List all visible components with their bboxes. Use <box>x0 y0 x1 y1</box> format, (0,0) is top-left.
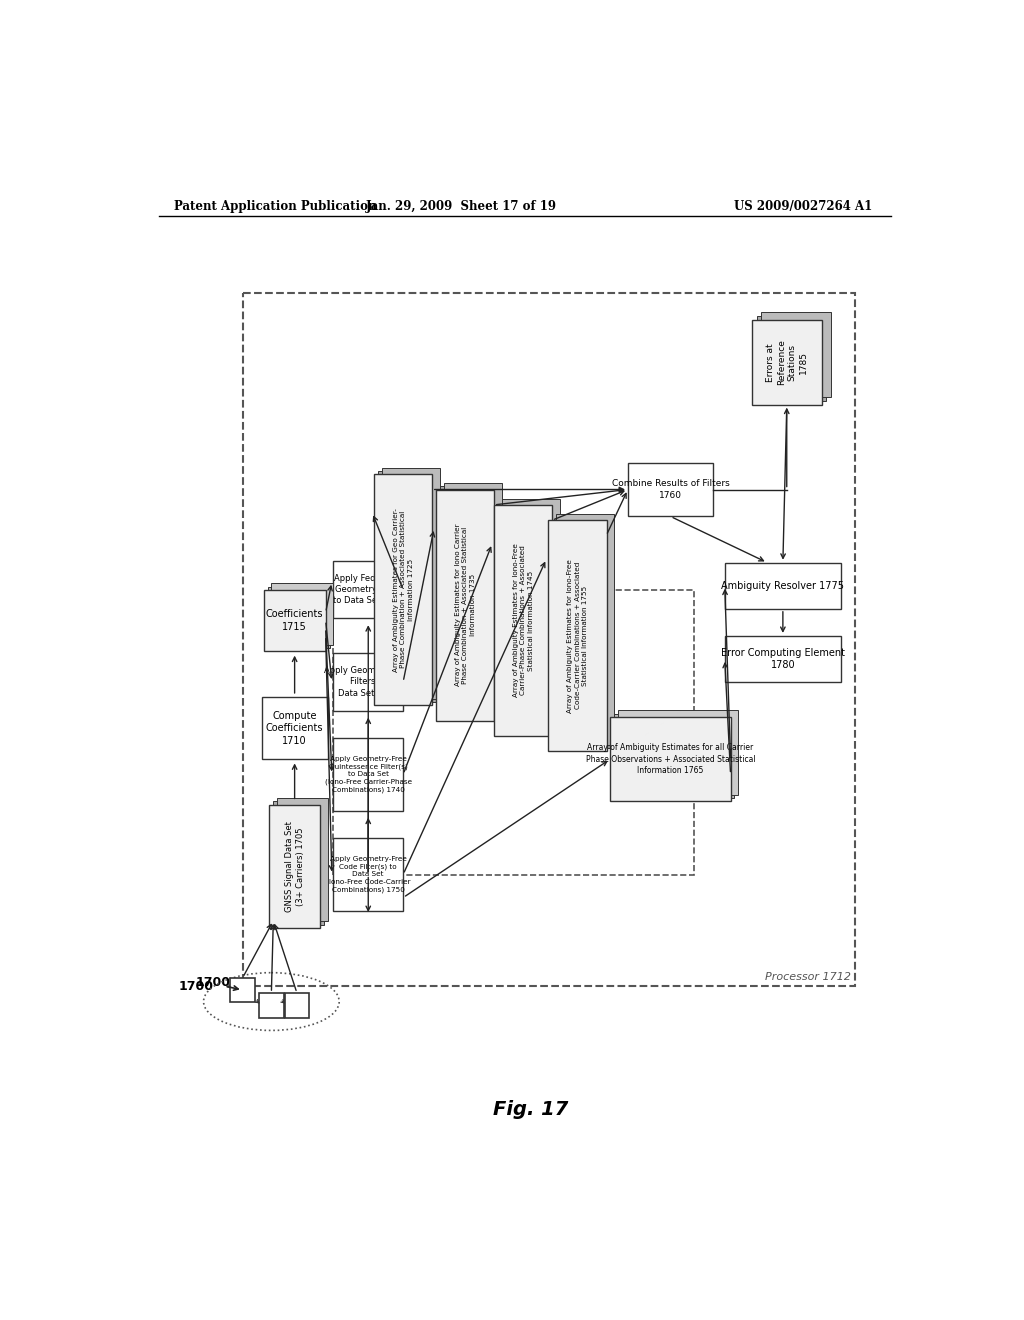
Text: GNSS Signal Data Set
(3+ Carriers) 1705: GNSS Signal Data Set (3+ Carriers) 1705 <box>285 821 305 912</box>
Bar <box>382 469 440 700</box>
Bar <box>440 487 498 718</box>
Bar <box>618 710 738 795</box>
Bar <box>267 586 330 648</box>
Bar <box>278 797 328 921</box>
Text: 1700: 1700 <box>179 979 214 993</box>
Text: Apply Geometry-Free
Filters to
Data Set 1730: Apply Geometry-Free Filters to Data Set … <box>324 667 413 697</box>
Bar <box>262 697 328 759</box>
Bar <box>443 483 502 714</box>
Bar <box>752 321 821 405</box>
Bar <box>610 717 730 801</box>
Bar <box>374 474 432 705</box>
Bar <box>273 801 324 924</box>
Bar <box>334 838 403 911</box>
Text: Apply Federated
Geometry Filter
to Data Set 1720: Apply Federated Geometry Filter to Data … <box>333 574 403 605</box>
Bar <box>334 653 403 711</box>
Bar <box>259 993 284 1018</box>
Bar <box>243 293 855 986</box>
Text: Array of Ambiguity Estimates for all Carrier
Phase Observations + Associated Sta: Array of Ambiguity Estimates for all Car… <box>586 743 756 775</box>
Text: Apply Geometry-Free
Code Filter(s) to
Data Set
(Iono-Free Code-Carrier
Combinati: Apply Geometry-Free Code Filter(s) to Da… <box>326 855 411 894</box>
Text: Fig. 17: Fig. 17 <box>494 1100 568 1119</box>
Bar <box>757 317 826 401</box>
Text: Ambiguity Resolver 1775: Ambiguity Resolver 1775 <box>721 581 845 591</box>
Bar <box>628 462 713 516</box>
Bar <box>498 502 556 733</box>
Text: Apply Geometry-Free
Quintessence Filter(s)
to Data Set
(Iono-Free Carrier-Phase
: Apply Geometry-Free Quintessence Filter(… <box>325 755 412 793</box>
Bar <box>502 499 560 730</box>
Bar <box>334 738 403 810</box>
Bar <box>263 590 326 651</box>
Bar <box>614 714 734 799</box>
Text: Processor 1712: Processor 1712 <box>765 972 851 982</box>
Bar <box>725 636 841 682</box>
Text: Errors at
Reference
Stations
1785: Errors at Reference Stations 1785 <box>766 339 808 385</box>
Text: Coefficients
1715: Coefficients 1715 <box>266 610 324 631</box>
Text: 1700: 1700 <box>196 975 230 989</box>
Bar <box>269 805 319 928</box>
Text: US 2009/0027264 A1: US 2009/0027264 A1 <box>734 199 872 213</box>
Text: Array of Ambiguity Estimates for Geo Carrier-
Phase Combination + Associated Sta: Array of Ambiguity Estimates for Geo Car… <box>392 508 414 672</box>
Bar <box>271 583 334 645</box>
Bar <box>436 490 495 721</box>
Bar <box>285 993 309 1018</box>
Text: Jan. 29, 2009  Sheet 17 of 19: Jan. 29, 2009 Sheet 17 of 19 <box>366 199 557 213</box>
Bar <box>334 590 693 874</box>
Bar <box>230 978 255 1002</box>
Bar <box>334 561 403 619</box>
Bar <box>556 515 614 744</box>
Text: Patent Application Publication: Patent Application Publication <box>174 199 377 213</box>
Text: Array of Ambiguity Estimates for Iono-Free
Code-Carrier Combinations + Associate: Array of Ambiguity Estimates for Iono-Fr… <box>567 558 588 713</box>
Text: Array of Ambiguity Estimates for Iono-Free
Carrier-Phase Combinations + Associat: Array of Ambiguity Estimates for Iono-Fr… <box>513 544 534 697</box>
Text: Error Computing Element
1780: Error Computing Element 1780 <box>721 648 845 671</box>
Bar <box>552 517 610 748</box>
Bar <box>549 520 606 751</box>
Bar <box>761 313 830 397</box>
Text: Compute
Coefficients
1710: Compute Coefficients 1710 <box>266 710 324 746</box>
Bar <box>725 562 841 609</box>
Bar <box>495 506 552 737</box>
Bar <box>378 471 436 702</box>
Text: Combine Results of Filters
1760: Combine Results of Filters 1760 <box>611 479 729 499</box>
Text: Array of Ambiguity Estimates for Iono Carrier
Phase Combination + Associated Sta: Array of Ambiguity Estimates for Iono Ca… <box>455 524 475 686</box>
